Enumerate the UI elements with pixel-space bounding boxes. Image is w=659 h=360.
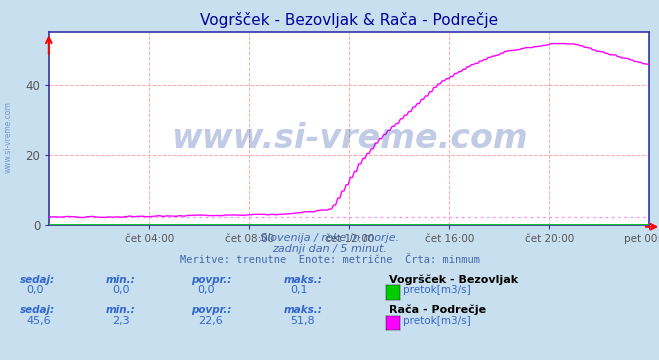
Text: www.si-vreme.com: www.si-vreme.com [3, 101, 13, 173]
Title: Vogršček - Bezovljak & Rača - Podrečje: Vogršček - Bezovljak & Rača - Podrečje [200, 13, 498, 28]
Text: Rača - Podrečje: Rača - Podrečje [389, 305, 486, 315]
Text: povpr.:: povpr.: [191, 305, 231, 315]
Text: min.:: min.: [105, 305, 135, 315]
Text: maks.:: maks.: [283, 275, 322, 285]
Text: 51,8: 51,8 [290, 316, 314, 326]
Text: pretok[m3/s]: pretok[m3/s] [403, 316, 471, 326]
Text: 0,0: 0,0 [198, 285, 215, 296]
Text: sedaj:: sedaj: [20, 275, 55, 285]
Text: 0,0: 0,0 [112, 285, 130, 296]
Text: Meritve: trenutne  Enote: metrične  Črta: minmum: Meritve: trenutne Enote: metrične Črta: … [179, 255, 480, 265]
Text: 0,1: 0,1 [290, 285, 308, 296]
Text: www.si-vreme.com: www.si-vreme.com [171, 122, 528, 155]
Text: 2,3: 2,3 [112, 316, 130, 326]
Text: min.:: min.: [105, 275, 135, 285]
Text: maks.:: maks.: [283, 305, 322, 315]
Text: pretok[m3/s]: pretok[m3/s] [403, 285, 471, 296]
Text: povpr.:: povpr.: [191, 275, 231, 285]
Text: 22,6: 22,6 [198, 316, 223, 326]
Text: sedaj:: sedaj: [20, 305, 55, 315]
Text: 45,6: 45,6 [26, 316, 51, 326]
Text: 0,0: 0,0 [26, 285, 44, 296]
Text: Slovenija / reke in morje.: Slovenija / reke in morje. [260, 233, 399, 243]
Text: Vogršček - Bezovljak: Vogršček - Bezovljak [389, 274, 518, 285]
Text: zadnji dan / 5 minut.: zadnji dan / 5 minut. [272, 244, 387, 254]
